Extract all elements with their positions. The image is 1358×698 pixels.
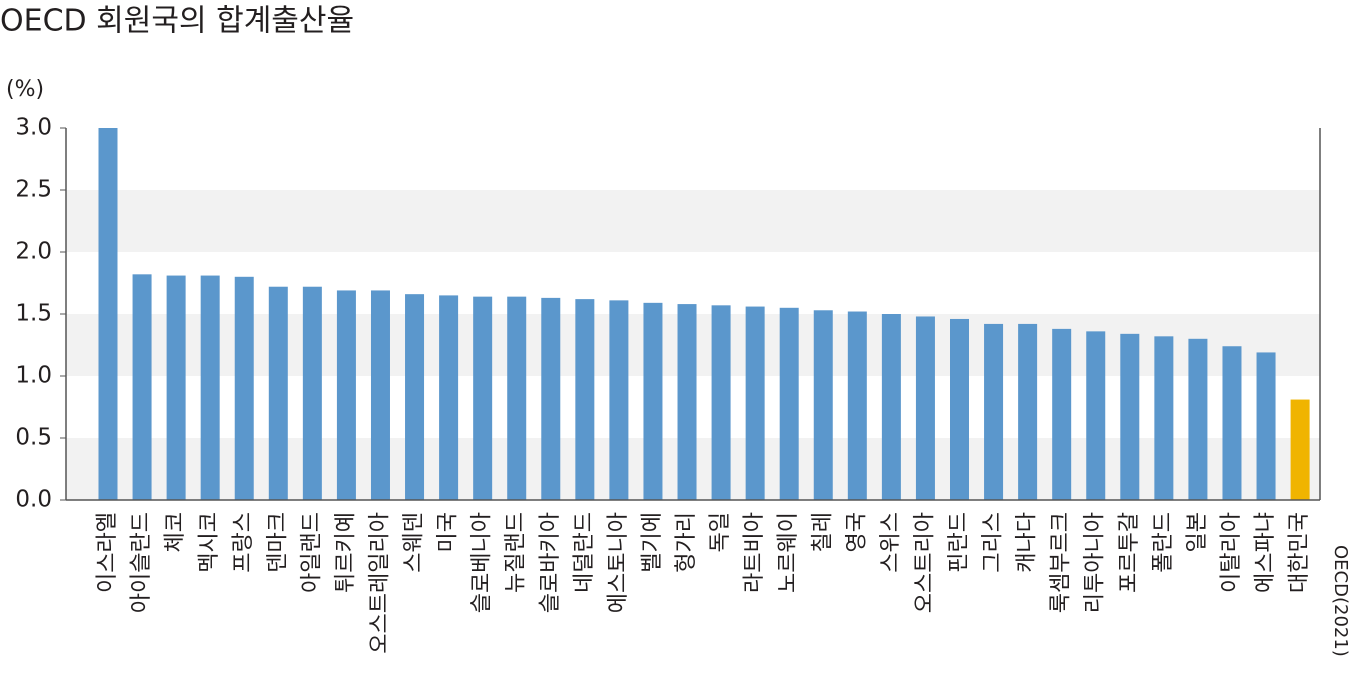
bar (1290, 399, 1310, 500)
y-tick-label: 2.0 (15, 239, 52, 265)
x-tick-label: 노르웨이 (776, 512, 801, 593)
x-tick-label: 네덜란드 (572, 512, 597, 593)
x-tick-label: 핀란드 (947, 512, 972, 573)
bar (984, 323, 1004, 500)
x-tick-label: 영국 (844, 512, 869, 552)
bar (1120, 333, 1140, 500)
bar (268, 286, 288, 500)
y-tick-label: 3.0 (15, 115, 52, 141)
x-tick-label: 그리스 (981, 512, 1006, 573)
bar (1188, 338, 1208, 500)
x-tick-label: 슬로바키아 (538, 512, 563, 613)
y-tick-label: 2.5 (15, 177, 52, 203)
x-tick-label: 아일랜드 (299, 512, 324, 593)
bar (609, 300, 629, 500)
bar (370, 290, 390, 500)
y-tick-label: 0.0 (15, 487, 52, 513)
bar (507, 296, 527, 500)
bar (541, 297, 561, 500)
x-tick-label: 헝가리 (674, 512, 699, 573)
x-tick-label: 일본 (1185, 512, 1210, 552)
x-tick-label: 이스라엘 (95, 512, 120, 593)
x-tick-label: 스위스 (878, 512, 903, 573)
y-tick-label: 0.5 (15, 425, 52, 451)
x-tick-label: 스웨덴 (402, 512, 427, 573)
x-tick-label: 튀르키예 (333, 512, 358, 593)
bar (1086, 331, 1106, 500)
grid-band (66, 190, 1320, 252)
x-tick-label: 독일 (708, 512, 733, 552)
x-tick-label: 오스트레일리아 (367, 512, 392, 654)
y-tick-label: 1.0 (15, 363, 52, 389)
x-tick-label: 아이슬란드 (129, 512, 154, 613)
bar (643, 302, 663, 500)
bar (1018, 323, 1038, 500)
x-tick-label: 벨기에 (640, 512, 665, 573)
chart-title: OECD 회원국의 합계출산율 (0, 4, 354, 39)
bar (1154, 336, 1174, 500)
x-tick-label: 라트비아 (742, 512, 767, 593)
bar (200, 275, 220, 500)
bar (405, 294, 425, 500)
x-tick-label: 폴란드 (1151, 512, 1176, 573)
bar (677, 304, 697, 500)
y-axis-unit: (%) (6, 77, 44, 102)
x-tick-label: 오스트리아 (912, 512, 937, 613)
bar (302, 286, 322, 500)
bar (336, 290, 356, 500)
bar (575, 299, 595, 500)
bar (234, 276, 254, 500)
bar (1052, 328, 1072, 500)
bar (439, 295, 459, 500)
x-tick-label: 멕시코 (197, 512, 222, 573)
bar (166, 275, 186, 500)
bar (779, 307, 799, 500)
bar (881, 314, 901, 500)
bar (1256, 352, 1276, 500)
y-tick-label: 1.5 (15, 301, 52, 327)
x-tick-label: 에스토니아 (606, 512, 631, 613)
source: OECD(2021) (1330, 545, 1351, 657)
x-tick-label: 체코 (163, 512, 188, 552)
bar (473, 296, 493, 500)
x-tick-label: 캐나다 (1015, 512, 1040, 573)
x-tick-label: 에스파냐 (1253, 512, 1278, 593)
x-tick-label: 대한민국 (1287, 512, 1312, 593)
bar (98, 128, 118, 500)
bar (711, 305, 731, 500)
x-tick-label: 이탈리아 (1219, 512, 1244, 593)
x-tick-label: 슬로베니아 (470, 512, 495, 613)
x-tick-label: 리투아니아 (1083, 512, 1108, 613)
bar (745, 306, 765, 500)
x-tick-label: 뉴질랜드 (504, 512, 529, 593)
x-tick-label: 덴마크 (265, 512, 290, 573)
x-tick-label: 포르투갈 (1117, 512, 1142, 593)
bar (813, 310, 833, 500)
bar (950, 318, 969, 500)
bar (1222, 346, 1242, 500)
x-tick-label: 룩셈부르크 (1049, 512, 1074, 613)
bar (915, 316, 935, 500)
bar (847, 311, 867, 500)
bar (132, 274, 152, 500)
x-tick-label: 칠레 (810, 512, 835, 552)
x-tick-label: 프랑스 (231, 512, 256, 573)
x-tick-label: 미국 (436, 512, 461, 552)
